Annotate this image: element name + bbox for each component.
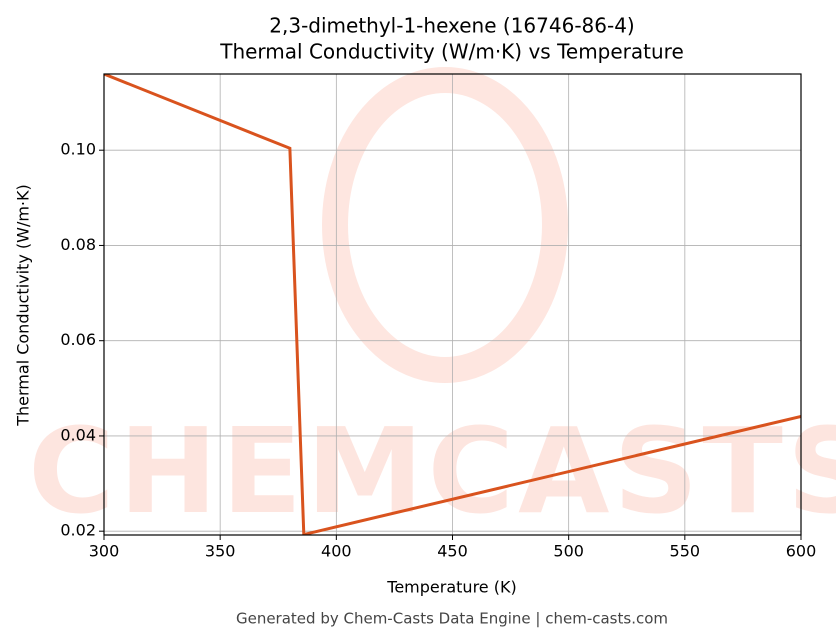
- y-tick-label: 0.08: [60, 235, 96, 254]
- x-tick-label: 350: [205, 542, 236, 561]
- plot-frame: [103, 73, 802, 536]
- watermark-logo: [322, 67, 568, 383]
- x-tick-label: 450: [437, 542, 468, 561]
- x-tick-label: 550: [670, 542, 701, 561]
- footer: Generated by Chem-Casts Data Engine | ch…: [236, 610, 668, 628]
- chart-title: 2,3-dimethyl-1-hexene (16746-86-4): [269, 14, 634, 38]
- chart-subtitle: Thermal Conductivity (W/m·K) vs Temperat…: [219, 40, 684, 64]
- x-tick-label: 400: [321, 542, 352, 561]
- y-axis-label: Thermal Conductivity (W/m·K): [14, 184, 33, 427]
- data-line: [104, 74, 801, 535]
- x-axis-label: Temperature (K): [386, 578, 516, 597]
- y-tick-label: 0.02: [60, 521, 96, 540]
- y-tick-label: 0.04: [60, 425, 96, 444]
- y-tick-label: 0.06: [60, 330, 96, 349]
- x-tick-label: 500: [553, 542, 584, 561]
- watermark: CHEMCASTS: [28, 67, 836, 540]
- x-tick-label: 300: [89, 542, 120, 561]
- x-tick-label: 600: [786, 542, 817, 561]
- watermark-text: CHEMCASTS: [28, 402, 836, 540]
- y-tick-label: 0.10: [60, 140, 96, 159]
